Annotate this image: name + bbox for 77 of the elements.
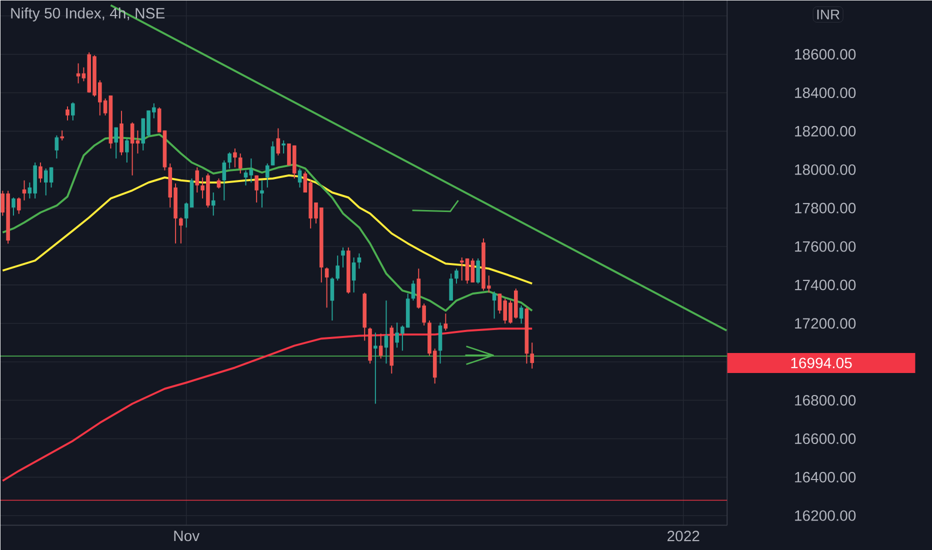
candlestick [519, 304, 524, 324]
candlestick [454, 268, 458, 284]
y-tick-label: 16600.00 [795, 433, 856, 444]
candlestick [157, 106, 162, 133]
y-tick-label: 18400.00 [795, 87, 856, 98]
candlestick [70, 102, 75, 121]
candlestick [260, 180, 264, 208]
candlestick [270, 140, 275, 166]
candlestick [368, 327, 372, 364]
candlestick [282, 140, 286, 154]
candlestick [444, 313, 448, 331]
candlestick [254, 174, 258, 203]
candlestick [265, 162, 270, 188]
candlestick [184, 202, 188, 228]
line-series [2, 174, 534, 285]
candlestick [114, 126, 118, 159]
candlestick [390, 324, 394, 374]
candlestick [179, 216, 183, 244]
candlestick [492, 290, 496, 320]
candlestick [190, 178, 194, 208]
candlestick [374, 332, 378, 404]
candlestick [336, 254, 340, 281]
candlestick [298, 168, 302, 188]
candlestick [470, 258, 475, 283]
candlestick [362, 292, 367, 342]
candlestick [276, 128, 280, 156]
candlestick [216, 178, 221, 189]
y-tick-label: 17800.00 [795, 202, 856, 214]
candlestick [233, 148, 237, 168]
candlestick [249, 158, 254, 183]
candlestick [357, 252, 362, 270]
candlestick [60, 130, 64, 141]
candlestick [324, 266, 329, 308]
y-tick-label: 18000.00 [795, 164, 856, 175]
candlestick [211, 192, 216, 216]
candlestick [524, 307, 529, 364]
candlestick [54, 134, 59, 159]
candlestick [108, 94, 113, 149]
x-tick-label: 2022 [667, 530, 700, 542]
candlestick [330, 276, 334, 321]
chart-title: Nifty 50 Index, 4h, NSE [11, 7, 165, 22]
candlestick [244, 170, 248, 186]
candlestick [22, 180, 26, 201]
candlestick [341, 246, 345, 268]
candlestick [228, 152, 232, 169]
candlestick [530, 342, 534, 369]
candlestick [162, 130, 167, 171]
line-series [2, 328, 534, 482]
candlestick [384, 300, 388, 364]
candlestick [476, 258, 480, 284]
candlestick [195, 166, 200, 193]
y-tick-label: 16400.00 [795, 472, 856, 482]
candlestick [352, 256, 356, 293]
candlestick [346, 246, 350, 294]
candlestick [66, 106, 70, 121]
candlestick [120, 110, 124, 156]
candlestick [449, 273, 453, 301]
candlestick [12, 196, 16, 216]
candlestick [16, 196, 21, 214]
y-tick-label: 17200.00 [795, 318, 856, 329]
text: 16994.05 [791, 358, 852, 368]
y-tick-label: 16800.00 [795, 394, 856, 406]
candlestick [438, 322, 442, 364]
candlestick [222, 160, 226, 201]
y-tick-label: 18600.00 [795, 48, 856, 60]
candlestick [411, 280, 416, 301]
candlestick [378, 332, 383, 359]
x-tick-label: Nov [174, 530, 200, 542]
candlestick [125, 138, 129, 163]
y-tick-label: 17600.00 [795, 241, 856, 252]
candlestick [38, 162, 42, 183]
y-tick-label: 17400.00 [795, 280, 856, 290]
candlestick [238, 152, 242, 174]
text: INR [817, 10, 840, 20]
y-tick-label: 16200.00 [795, 510, 856, 521]
y-tick-label: 18200.00 [795, 126, 856, 136]
candlestick [130, 122, 134, 176]
